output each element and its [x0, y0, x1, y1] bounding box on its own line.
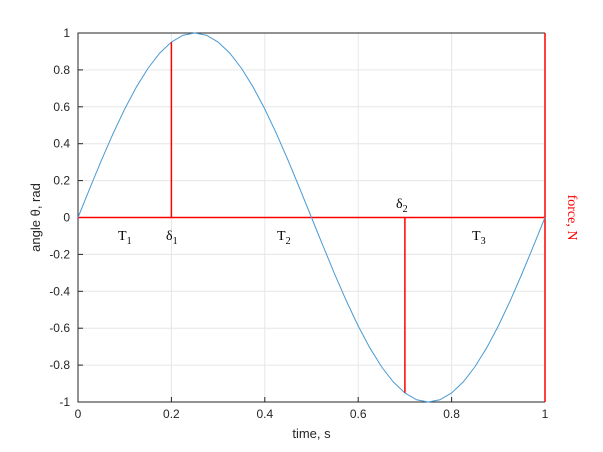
x-tick-label: 0.6: [350, 407, 367, 421]
y-tick-label: -1: [59, 395, 70, 409]
annotation-sub: 2: [286, 236, 291, 247]
annotation: δ2: [396, 197, 408, 215]
annotation-text: T: [118, 229, 127, 244]
y-axis-label: angle θ, rad: [28, 183, 43, 252]
x-tick-label: 0: [75, 407, 82, 421]
sine-line: [77, 32, 546, 403]
y-tick-label: -0.2: [49, 247, 70, 261]
annotation-sub: 1: [127, 236, 132, 247]
annotation: δ1: [166, 229, 178, 247]
annotation-text: T: [277, 229, 286, 244]
x-tick-label: 1: [542, 407, 549, 421]
annotation: T1: [118, 229, 132, 247]
y-tick-label: 0.2: [53, 174, 70, 188]
annotation-sub: 2: [403, 204, 408, 215]
annotation-text: δ: [166, 229, 173, 244]
annotation-sub: 3: [481, 236, 486, 247]
y2-axis-label: force, N: [564, 195, 579, 241]
annotation-text: T: [472, 229, 481, 244]
y-tick-label: 0.8: [53, 63, 70, 77]
x-tick-label: 0.2: [163, 407, 180, 421]
y-tick-label: 0.6: [53, 100, 70, 114]
y-tick-label: 0.4: [53, 137, 70, 151]
annotation: T3: [472, 229, 486, 247]
x-tick-label: 0.4: [256, 407, 273, 421]
y-tick-label: -0.6: [49, 321, 70, 335]
x-tick-label: 0.8: [443, 407, 460, 421]
y-tick-label: -0.4: [49, 284, 70, 298]
annotation-text: δ: [396, 197, 403, 212]
y-tick-label: -0.8: [49, 358, 70, 372]
annotation-sub: 1: [173, 236, 178, 247]
annotation: T2: [277, 229, 291, 247]
y-tick-label: 1: [63, 26, 70, 40]
y-tick-label: 0: [63, 211, 70, 225]
x-axis-label: time, s: [292, 426, 331, 441]
